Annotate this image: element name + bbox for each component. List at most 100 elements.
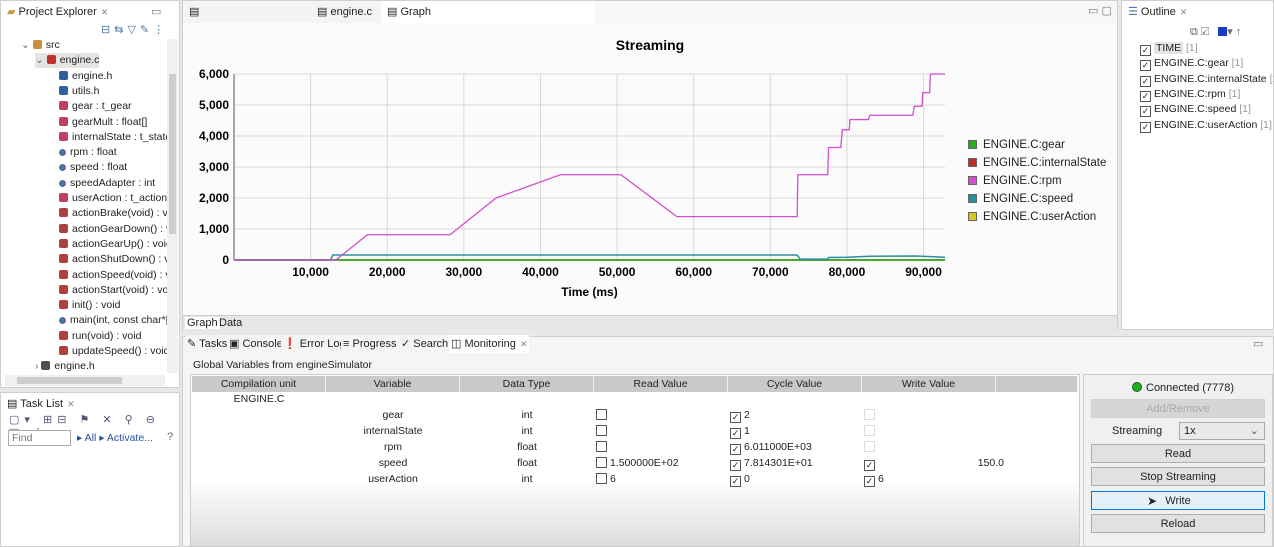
- add-remove-button[interactable]: Add/Remove: [1091, 399, 1265, 418]
- tree-item[interactable]: › engine.h: [35, 359, 95, 374]
- read-button[interactable]: Read: [1091, 444, 1265, 463]
- arrow-up-icon[interactable]: ↑: [1235, 26, 1245, 38]
- tab-tasks[interactable]: ✎ Tasks: [185, 335, 230, 353]
- tree-item[interactable]: actionGearUp() : void: [59, 237, 172, 252]
- write-value-cell[interactable]: ✓ 6: [864, 473, 884, 487]
- cycle-value-cell[interactable]: ✓ 6.011000E+03: [730, 441, 812, 455]
- read-checkbox[interactable]: [596, 473, 607, 484]
- horizontal-scrollbar[interactable]: [5, 375, 165, 386]
- tree-item[interactable]: internalState : t_state: [59, 130, 171, 145]
- close-icon[interactable]: ✕: [67, 399, 75, 409]
- tab-data[interactable]: Data: [219, 317, 243, 329]
- cycle-checkbox[interactable]: ✓: [730, 476, 741, 487]
- read-checkbox[interactable]: [596, 457, 607, 468]
- tree-item[interactable]: gear : t_gear: [59, 99, 132, 114]
- tree-item[interactable]: main(int, const char*[: [59, 313, 169, 328]
- minimize-icon[interactable]: ▭: [151, 6, 162, 18]
- read-value-cell[interactable]: 1.500000E+02: [596, 455, 726, 471]
- write-checkbox[interactable]: ✓: [864, 476, 875, 487]
- column-header[interactable]: Cycle Value: [728, 376, 862, 392]
- tab-progress[interactable]: ≡ Progress: [341, 335, 399, 353]
- dropdown-icon[interactable]: ▾: [1227, 26, 1236, 38]
- outline-item[interactable]: ✓ TIME [1]: [1140, 42, 1198, 56]
- checkbox[interactable]: ✓: [1140, 60, 1151, 72]
- tree-item[interactable]: run(void) : void: [59, 329, 141, 344]
- menu-icon[interactable]: ⋮: [153, 24, 169, 36]
- tree-item[interactable]: actionGearDown() : v: [59, 222, 171, 237]
- check-all-icon[interactable]: ☑: [1200, 26, 1213, 38]
- cycle-checkbox[interactable]: ✓: [730, 460, 741, 471]
- cycle-checkbox[interactable]: ✓: [730, 428, 741, 439]
- chevron-right-icon[interactable]: ›: [35, 360, 42, 373]
- cycle-value-cell[interactable]: ✓ 7.814301E+01: [730, 457, 813, 471]
- tree-item[interactable]: updateSpeed() : void: [59, 344, 169, 359]
- tab-outline[interactable]: ☰ Outline ✕: [1122, 1, 1194, 23]
- edit-icon[interactable]: ✎: [139, 24, 154, 36]
- tab-project-explorer[interactable]: ▰ Project Explorer ✕: [1, 1, 115, 23]
- tree-item[interactable]: actionSpeed(void) : v: [59, 268, 171, 283]
- tab-editor[interactable]: ▤ engineSimulator.MNT: [183, 1, 311, 40]
- tab-editor[interactable]: ▤ Graph engineSimulator.1618239045462.rt…: [381, 1, 595, 40]
- write-value-cell[interactable]: [864, 439, 994, 455]
- column-header[interactable]: Write Value: [862, 376, 996, 392]
- tree-item[interactable]: actionStart(void) : voi: [59, 283, 171, 298]
- help-icon[interactable]: ?: [167, 431, 174, 443]
- tab-console[interactable]: ▣ Console: [227, 335, 285, 353]
- collapse-all-icon[interactable]: ⊟: [101, 24, 115, 36]
- outline-item[interactable]: ✓ ENGINE.C:speed [1]: [1140, 103, 1251, 118]
- read-checkbox[interactable]: [596, 409, 607, 420]
- close-icon[interactable]: ✕: [1179, 7, 1188, 17]
- tree-item[interactable]: engine.h: [59, 69, 112, 84]
- filter-icon[interactable]: ▽: [127, 24, 140, 36]
- tab-task-list[interactable]: ▤ Task List ✕: [1, 393, 81, 415]
- tree-item[interactable]: actionShutDown() : vc: [59, 252, 175, 267]
- chevron-down-icon[interactable]: ⌄: [21, 39, 33, 51]
- checkbox[interactable]: ✓: [1140, 106, 1151, 118]
- outline-item[interactable]: ✓ ENGINE.C:gear [1]: [1140, 57, 1244, 72]
- read-value-cell[interactable]: [596, 423, 726, 439]
- column-header[interactable]: Data Type: [460, 376, 594, 392]
- write-button[interactable]: Write: [1091, 491, 1265, 510]
- tree-item[interactable]: speed : float: [59, 160, 127, 175]
- activate-link[interactable]: Activate...: [106, 432, 153, 444]
- tree-item[interactable]: init() : void: [59, 298, 120, 313]
- outline-item[interactable]: ✓ ENGINE.C:rpm [1]: [1140, 87, 1241, 102]
- tree-item[interactable]: speedAdapter : int: [59, 176, 155, 191]
- tab-error-log[interactable]: ❗ Error Log: [281, 335, 348, 353]
- column-header[interactable]: Variable: [326, 376, 460, 392]
- tree-item[interactable]: rpm : float: [59, 145, 117, 160]
- minimize-icon[interactable]: ▭: [1253, 338, 1264, 350]
- chevron-down-icon[interactable]: ⌄: [35, 54, 47, 67]
- write-checkbox[interactable]: [864, 441, 875, 452]
- all-link[interactable]: All: [84, 432, 97, 444]
- write-checkbox[interactable]: [864, 425, 875, 436]
- read-checkbox[interactable]: [596, 441, 607, 452]
- read-value-cell[interactable]: 6: [596, 471, 726, 487]
- tree-item[interactable]: ⌄ engine.c: [35, 53, 100, 69]
- find-input[interactable]: [8, 430, 71, 446]
- write-checkbox[interactable]: ✓: [864, 460, 875, 471]
- column-header[interactable]: Read Value: [594, 376, 728, 392]
- reload-button[interactable]: Reload: [1091, 514, 1265, 533]
- close-icon[interactable]: ✕: [100, 7, 109, 17]
- tab-monitoring[interactable]: ◫ Monitoring ✕: [449, 335, 530, 353]
- copy-icon[interactable]: ⧉: [1190, 26, 1201, 38]
- cycle-checkbox[interactable]: ✓: [730, 444, 741, 455]
- write-value-cell[interactable]: [864, 423, 994, 439]
- checkbox[interactable]: ✓: [1140, 121, 1151, 133]
- close-icon[interactable]: ✕: [519, 339, 528, 349]
- tree-item[interactable]: userAction : t_action: [59, 191, 167, 206]
- stop-streaming-button[interactable]: Stop Streaming: [1091, 467, 1265, 486]
- cycle-value-cell[interactable]: ✓ 0: [730, 473, 750, 487]
- write-value-cell[interactable]: ✓ 150.0: [864, 457, 1004, 471]
- tree-item[interactable]: ⌄ src: [21, 38, 60, 53]
- checkbox[interactable]: ✓: [1140, 45, 1151, 56]
- checkbox[interactable]: ✓: [1140, 75, 1151, 87]
- read-value-cell[interactable]: [596, 439, 726, 455]
- tree-item[interactable]: utils.h: [59, 84, 99, 99]
- maximize-icon[interactable]: ▭ ▢: [1088, 5, 1112, 17]
- read-checkbox[interactable]: [596, 425, 607, 436]
- tab-editor[interactable]: ▤ engine.c: [311, 1, 381, 23]
- tree-item[interactable]: actionBrake(void) : vc: [59, 206, 173, 221]
- tab-search[interactable]: ✓ Search: [399, 335, 451, 353]
